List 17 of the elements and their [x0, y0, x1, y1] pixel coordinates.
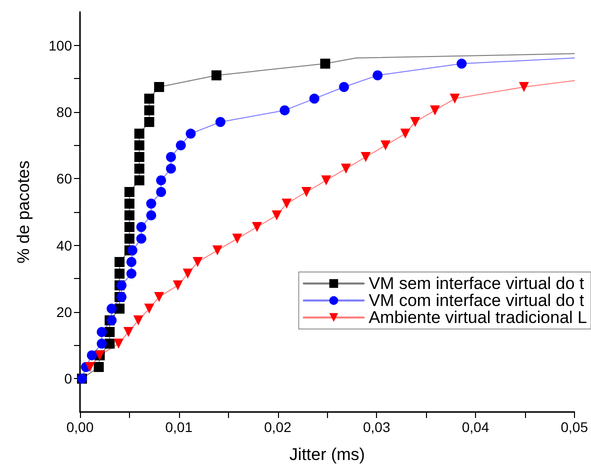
x-axis-title: Jitter (ms): [289, 445, 365, 464]
x-tick-label: 0,01: [165, 419, 193, 435]
x-tick-label: 0,00: [66, 419, 94, 435]
y-tick-label: 60: [56, 170, 72, 187]
y-axis-title: % de pacotes: [14, 160, 33, 264]
x-tick-label: 0,02: [264, 419, 292, 435]
x-tick-label: 0,04: [462, 419, 490, 435]
y-tick-label: 100: [48, 37, 72, 54]
x-tick-label: 0,03: [363, 419, 390, 435]
x-tick-label: 0,05: [560, 419, 588, 435]
legend-label: Ambiente virtual tradicional L: [368, 308, 588, 327]
legend-label: VM sem interface virtual do t: [368, 274, 584, 293]
y-tick-label: 0: [64, 370, 72, 387]
legend-label: VM com interface virtual do t: [368, 291, 584, 310]
y-tick-label: 80: [56, 104, 72, 120]
y-tick-label: 40: [56, 237, 72, 254]
y-tick-label: 20: [56, 304, 72, 320]
